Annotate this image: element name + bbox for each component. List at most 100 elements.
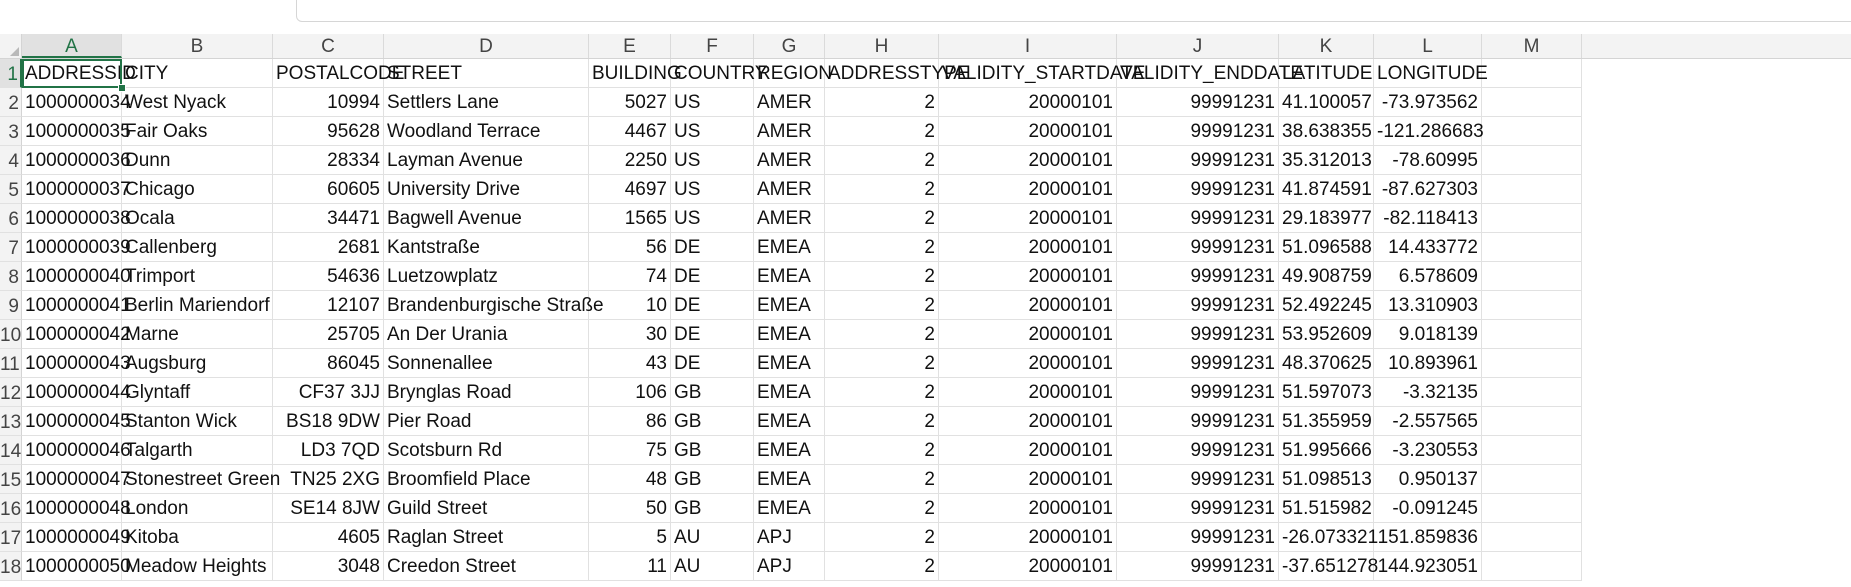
cell-m18[interactable] (1482, 552, 1582, 581)
cell-f16[interactable]: GB (671, 494, 754, 523)
row-header-3[interactable]: 3 (0, 117, 22, 146)
cell-i17[interactable]: 20000101 (939, 523, 1117, 552)
cell-e6[interactable]: 1565 (589, 204, 671, 233)
cell-e9[interactable]: 10 (589, 291, 671, 320)
cell-l16[interactable]: -0.091245 (1374, 494, 1482, 523)
cell-l12[interactable]: -3.32135 (1374, 378, 1482, 407)
cell-f15[interactable]: GB (671, 465, 754, 494)
cell-f10[interactable]: DE (671, 320, 754, 349)
cell-b5[interactable]: Chicago (122, 175, 273, 204)
cell-i12[interactable]: 20000101 (939, 378, 1117, 407)
cell-c14[interactable]: LD3 7QD (273, 436, 384, 465)
cell-g15[interactable]: EMEA (754, 465, 825, 494)
cell-j13[interactable]: 99991231 (1117, 407, 1279, 436)
cell-m11[interactable] (1482, 349, 1582, 378)
cell-d10[interactable]: An Der Urania (384, 320, 589, 349)
cell-f6[interactable]: US (671, 204, 754, 233)
cell-i6[interactable]: 20000101 (939, 204, 1117, 233)
cell-m9[interactable] (1482, 291, 1582, 320)
cell-l13[interactable]: -2.557565 (1374, 407, 1482, 436)
cell-i10[interactable]: 20000101 (939, 320, 1117, 349)
cell-g3[interactable]: AMER (754, 117, 825, 146)
cell-a9[interactable]: 1000000041 (22, 291, 131, 320)
cell-d9[interactable]: Brandenburgische Straße (384, 291, 604, 320)
cell-i4[interactable]: 20000101 (939, 146, 1117, 175)
cell-m7[interactable] (1482, 233, 1582, 262)
cell-j6[interactable]: 99991231 (1117, 204, 1279, 233)
cell-d13[interactable]: Pier Road (384, 407, 589, 436)
column-header-e[interactable]: E (589, 34, 671, 58)
cell-e1[interactable]: BUILDING (589, 59, 682, 88)
cell-b14[interactable]: Talgarth (122, 436, 273, 465)
column-header-l[interactable]: L (1374, 34, 1482, 58)
cell-k17[interactable]: -26.073321 (1279, 523, 1378, 552)
cell-d11[interactable]: Sonnenallee (384, 349, 589, 378)
cell-j12[interactable]: 99991231 (1117, 378, 1279, 407)
row-header-9[interactable]: 9 (0, 291, 22, 320)
cell-i15[interactable]: 20000101 (939, 465, 1117, 494)
select-all-button[interactable] (0, 34, 22, 59)
cell-i18[interactable]: 20000101 (939, 552, 1117, 581)
cell-j15[interactable]: 99991231 (1117, 465, 1279, 494)
column-header-k[interactable]: K (1279, 34, 1374, 58)
cell-j14[interactable]: 99991231 (1117, 436, 1279, 465)
cell-m15[interactable] (1482, 465, 1582, 494)
cell-k10[interactable]: 53.952609 (1279, 320, 1374, 349)
cell-f3[interactable]: US (671, 117, 754, 146)
column-header-f[interactable]: F (671, 34, 754, 58)
cell-k13[interactable]: 51.355959 (1279, 407, 1374, 436)
cell-a12[interactable]: 1000000044 (22, 378, 131, 407)
cell-b2[interactable]: West Nyack (122, 88, 273, 117)
cell-i5[interactable]: 20000101 (939, 175, 1117, 204)
cell-b12[interactable]: Glyntaff (122, 378, 273, 407)
cell-m10[interactable] (1482, 320, 1582, 349)
cell-m4[interactable] (1482, 146, 1582, 175)
column-header-m[interactable]: M (1482, 34, 1582, 58)
cell-k7[interactable]: 51.096588 (1279, 233, 1374, 262)
cell-j4[interactable]: 99991231 (1117, 146, 1279, 175)
cell-k1[interactable]: LATITUDE (1279, 59, 1374, 88)
cell-l3[interactable]: -121.286683 (1374, 117, 1484, 146)
cell-l1[interactable]: LONGITUDE (1374, 59, 1488, 88)
cell-c18[interactable]: 3048 (273, 552, 384, 581)
cell-m16[interactable] (1482, 494, 1582, 523)
cell-d2[interactable]: Settlers Lane (384, 88, 589, 117)
cell-b17[interactable]: Kitoba (122, 523, 273, 552)
cell-l18[interactable]: 144.923051 (1374, 552, 1482, 581)
cell-d6[interactable]: Bagwell Avenue (384, 204, 589, 233)
cell-e14[interactable]: 75 (589, 436, 671, 465)
cell-a4[interactable]: 1000000036 (22, 146, 131, 175)
cell-c6[interactable]: 34471 (273, 204, 384, 233)
cell-c15[interactable]: TN25 2XG (273, 465, 384, 494)
cell-e2[interactable]: 5027 (589, 88, 671, 117)
column-header-d[interactable]: D (384, 34, 589, 58)
cell-l7[interactable]: 14.433772 (1374, 233, 1482, 262)
cell-k6[interactable]: 29.183977 (1279, 204, 1374, 233)
cell-d7[interactable]: Kantstraße (384, 233, 589, 262)
cell-h9[interactable]: 2 (825, 291, 939, 320)
cell-m13[interactable] (1482, 407, 1582, 436)
row-header-12[interactable]: 12 (0, 378, 22, 407)
cell-k15[interactable]: 51.098513 (1279, 465, 1374, 494)
cell-k11[interactable]: 48.370625 (1279, 349, 1374, 378)
cell-e16[interactable]: 50 (589, 494, 671, 523)
cell-g5[interactable]: AMER (754, 175, 825, 204)
cell-f7[interactable]: DE (671, 233, 754, 262)
cell-c16[interactable]: SE14 8JW (273, 494, 384, 523)
fill-handle[interactable] (118, 84, 126, 92)
cell-g4[interactable]: AMER (754, 146, 825, 175)
cell-h8[interactable]: 2 (825, 262, 939, 291)
cell-m14[interactable] (1482, 436, 1582, 465)
cell-e7[interactable]: 56 (589, 233, 671, 262)
cell-f14[interactable]: GB (671, 436, 754, 465)
column-header-g[interactable]: G (754, 34, 825, 58)
column-header-h[interactable]: H (825, 34, 939, 58)
cell-h3[interactable]: 2 (825, 117, 939, 146)
cell-b18[interactable]: Meadow Heights (122, 552, 273, 581)
cell-b4[interactable]: Dunn (122, 146, 273, 175)
row-header-6[interactable]: 6 (0, 204, 22, 233)
cell-h15[interactable]: 2 (825, 465, 939, 494)
cell-g17[interactable]: APJ (754, 523, 825, 552)
row-header-7[interactable]: 7 (0, 233, 22, 262)
cell-f5[interactable]: US (671, 175, 754, 204)
